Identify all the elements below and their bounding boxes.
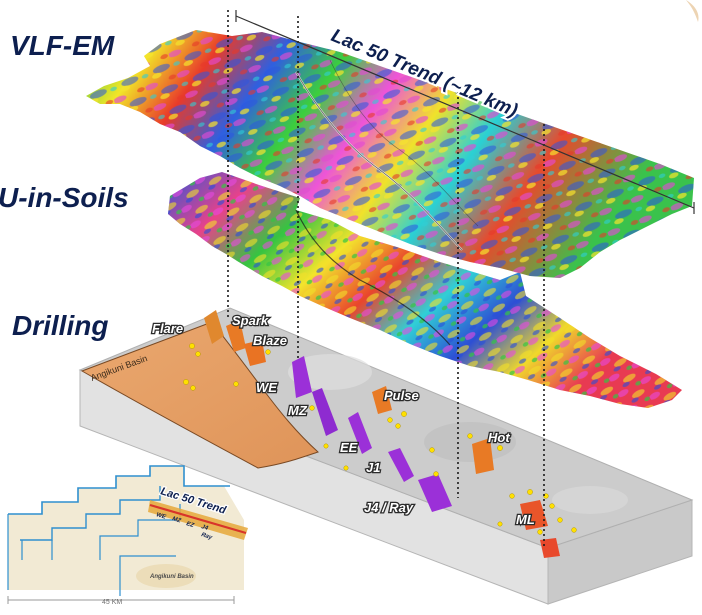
deposit-body-ee <box>348 412 372 454</box>
soils-layer <box>168 172 682 408</box>
inset-basin-area <box>136 564 196 588</box>
deposit-label-j4-ray: J4 / Ray <box>364 500 414 515</box>
u-in-soils-label: U-in-Soils <box>0 182 129 213</box>
inset-boundary <box>8 465 230 515</box>
deposit-body-we <box>292 356 312 398</box>
inset-scale-label: 45 KM <box>102 599 122 606</box>
angikuni-basin <box>80 321 319 469</box>
deposit-label-mz: MZ <box>288 403 308 418</box>
deposit-body-j4 <box>418 474 452 512</box>
deposit-labels: Flare Spark Blaze WE MZ Pulse EE J1 Hot … <box>151 312 536 529</box>
deposit-label-hot: Hot <box>488 430 510 445</box>
soils-trend-line <box>295 209 451 346</box>
deposit-body-spark <box>226 320 246 352</box>
deposit-label-ml: ML <box>516 512 535 527</box>
deposit-body-ml <box>520 500 548 530</box>
inset-label-j4: J4 <box>200 524 209 532</box>
deposit-label-pulse: Pulse <box>384 388 419 403</box>
inset-label-ez: EZ <box>185 521 194 529</box>
deposit-body-hot <box>472 438 494 474</box>
deposit-body-pulse <box>372 386 392 414</box>
drilling-block: Angikuni Basin <box>78 307 694 605</box>
deposit-label-j1: J1 <box>366 460 380 475</box>
deposit-label-blaze: Blaze <box>253 333 287 348</box>
inset-label-ray: Ray <box>200 532 213 541</box>
deposit-body-flare <box>204 310 224 344</box>
deposit-label-spark: Spark <box>232 313 269 328</box>
drill-holes <box>183 343 577 535</box>
projection-lines <box>227 10 545 548</box>
inset-basin-label: Angikuni Basin <box>149 574 194 580</box>
inset-map: Lac 50 Trend WE MZ EZ J4 Ray Angikuni Ba… <box>7 465 248 606</box>
deposit-body-j1 <box>388 448 414 482</box>
deposit-body-ml2 <box>540 538 560 558</box>
deposit-body-blaze <box>244 340 266 366</box>
trend-line <box>235 15 695 209</box>
deposit-label-we: WE <box>256 380 277 395</box>
deposit-label-flare: Flare <box>152 321 183 336</box>
drilling-label: Drilling <box>12 310 109 341</box>
inset-land <box>8 466 244 590</box>
vlf-em-label: VLF-EM <box>10 30 115 61</box>
corner-ornament <box>686 0 699 22</box>
inset-label-we: WE <box>155 512 167 521</box>
vlf-layer <box>86 30 694 278</box>
deposit-label-ee: EE <box>340 440 358 455</box>
inset-label-mz: MZ <box>171 516 181 524</box>
deposit-body-mz <box>312 388 338 436</box>
